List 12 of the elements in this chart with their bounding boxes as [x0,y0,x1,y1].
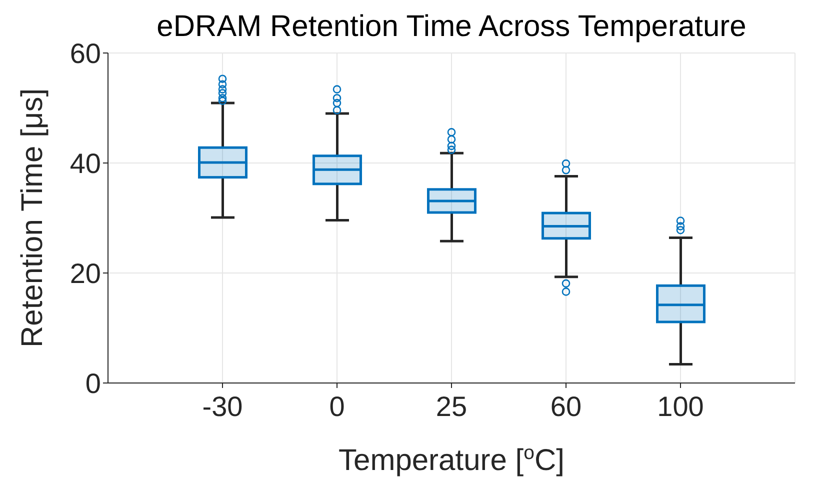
x-tick-label: 0 [329,390,345,422]
y-tick-label: 20 [70,258,101,289]
x-axis-title: Temperature [$^{o}$C] [338,442,564,477]
x-tick-label: 100 [657,390,704,422]
chart-title: eDRAM Retention Time Across Temperature [156,10,748,44]
x-tick-label: 60 [550,390,582,422]
y-tick-label: 40 [70,148,101,179]
x-tick-label: -30 [202,390,243,422]
y-axis-title: Retention Time [μs] [16,88,49,348]
x-tick-label: 25 [436,390,468,422]
y-tick-label: 0 [85,368,101,399]
y-tick-label: 60 [70,38,101,69]
